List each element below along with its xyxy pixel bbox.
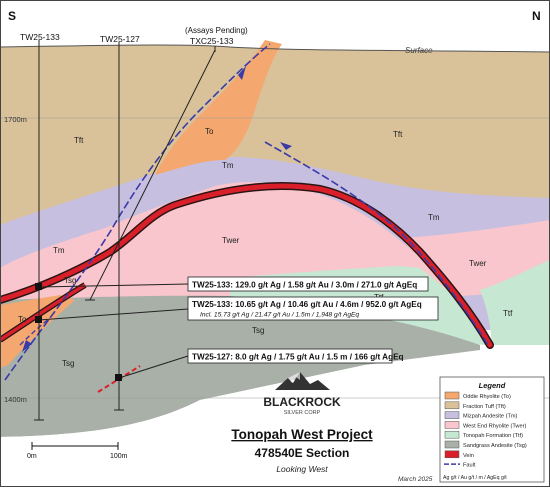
mountain-logo-icon — [275, 372, 330, 390]
intercept-2-incl: Incl. 15.73 g/t Ag / 21.47 g/t Au / 1.5m… — [200, 312, 359, 319]
drillhole-txc25-133-label: TXC25-133 — [190, 36, 234, 46]
unit-tsg-area — [0, 295, 480, 437]
legend: Legend Oddie Rhyolite (To) Fraction Tuff … — [439, 376, 545, 483]
unit-label-tm-right: Tm — [428, 213, 440, 222]
unit-label-tsg-upper: Tsg — [64, 276, 76, 285]
logo-sub: SILVER CORP — [284, 410, 321, 416]
fault-left-lower — [19, 317, 51, 346]
legend-item: Oddie Rhyolite (To) — [444, 391, 511, 400]
intercept-callout-3: TW25-127: 8.0 g/t Ag / 1.75 g/t Au / 1.5… — [187, 348, 404, 364]
legend-item-label: Mizpah Andesite (Tm) — [463, 414, 518, 420]
legend-swatch — [444, 421, 460, 429]
drillhole-tw25-127-label: TW25-127 — [100, 34, 140, 44]
unit-label-tm-left: Tm — [53, 246, 65, 255]
unit-label-tft-left: Tft — [74, 136, 84, 145]
legend-item-label: Tonopah Formation (Ttf) — [463, 433, 523, 439]
intercept-1-text: TW25-133: 129.0 g/t Ag / 1.58 g/t Au / 3… — [192, 281, 417, 290]
project-title: Tonopah West Project — [231, 427, 373, 442]
compass-south: S — [8, 9, 16, 23]
intercept-callout-2: TW25-133: 10.65 g/t Ag / 10.46 g/t Au / … — [187, 296, 439, 321]
fault-arrow-icon — [22, 66, 292, 352]
surface-label: Surface — [405, 46, 433, 55]
scale-start-label: 0m — [27, 453, 37, 460]
unit-label-tsg-center: Tsg — [252, 326, 264, 335]
drillhole-txc25-133-trace — [89, 49, 216, 301]
scale-end-label: 100m — [110, 453, 128, 460]
intercept-callout-1: TW25-133: 129.0 g/t Ag / 1.58 g/t Au / 3… — [187, 276, 429, 292]
fault-right — [264, 141, 489, 346]
legend-item: Sandgrass Andesite (Tsg) — [444, 440, 527, 449]
legend-swatch — [444, 411, 460, 419]
legend-item-label: West End Rhyolite (Twer) — [463, 423, 526, 429]
legend-item: Tonopah Formation (Ttf) — [444, 430, 523, 439]
legend-swatch — [444, 391, 460, 400]
unit-to-upper-area — [155, 40, 282, 175]
elevation-1400m: 1400m — [4, 395, 27, 404]
legend-item: West End Rhyolite (Twer) — [444, 421, 526, 429]
unit-label-tft-right: Tft — [393, 130, 403, 139]
drillhole-tw25-133-label: TW25-133 — [20, 32, 60, 42]
legend-item-label: Fraction Tuff (Tft) — [463, 404, 506, 410]
legend-item: Vein — [444, 450, 474, 459]
date-label: March 2025 — [398, 476, 433, 483]
legend-item: Fraction Tuff (Tft) — [444, 401, 506, 410]
legend-swatch — [444, 430, 460, 439]
unit-label-to-upper: To — [205, 127, 214, 136]
drillhole-txc25-133-status: (Assays Pending) — [185, 26, 248, 35]
unit-label-ttf-right: Ttf — [503, 309, 513, 318]
unit-to-lower-area — [0, 295, 75, 368]
legend-item-label: Oddie Rhyolite (To) — [463, 394, 511, 400]
unit-label-twer-right: Twer — [469, 259, 487, 268]
legend-swatch — [444, 440, 460, 449]
unit-label-tm-center: Tm — [222, 161, 234, 170]
legend-swatch — [444, 401, 460, 410]
legend-footnote: Ag g/t / Au g/t / m / AgEq g/t — [443, 475, 507, 481]
legend-item: Mizpah Andesite (Tm) — [444, 411, 518, 420]
scale-bar: 0m 100m — [27, 442, 128, 460]
fault-main — [4, 43, 271, 381]
intercept-3-text: TW25-127: 8.0 g/t Ag / 1.75 g/t Au / 1.5… — [192, 353, 404, 362]
view-label: Looking West — [276, 464, 328, 474]
blackrock-logo: BLACKROCK SILVER CORP — [263, 372, 341, 416]
legend-swatch — [444, 450, 460, 459]
legend-item-label: Sandgrass Andesite (Tsg) — [463, 443, 527, 449]
legend-item-label: Vein — [463, 453, 474, 459]
section-title: 478540E Section — [255, 446, 350, 460]
logo-name: BLACKROCK — [263, 395, 341, 409]
intercept-2-text: TW25-133: 10.65 g/t Ag / 10.46 g/t Au / … — [192, 300, 422, 309]
legend-title: Legend — [479, 381, 506, 390]
elevation-1700m: 1700m — [4, 115, 27, 124]
compass-north: N — [532, 9, 541, 23]
surface-line — [0, 44, 550, 53]
unit-label-twer-center: Twer — [222, 236, 240, 245]
unit-label-tsg-lower: Tsg — [62, 359, 74, 368]
legend-item-label: Fault — [463, 463, 476, 469]
legend-item: Fault — [444, 463, 476, 469]
unit-label-to-lower: To — [18, 315, 27, 324]
